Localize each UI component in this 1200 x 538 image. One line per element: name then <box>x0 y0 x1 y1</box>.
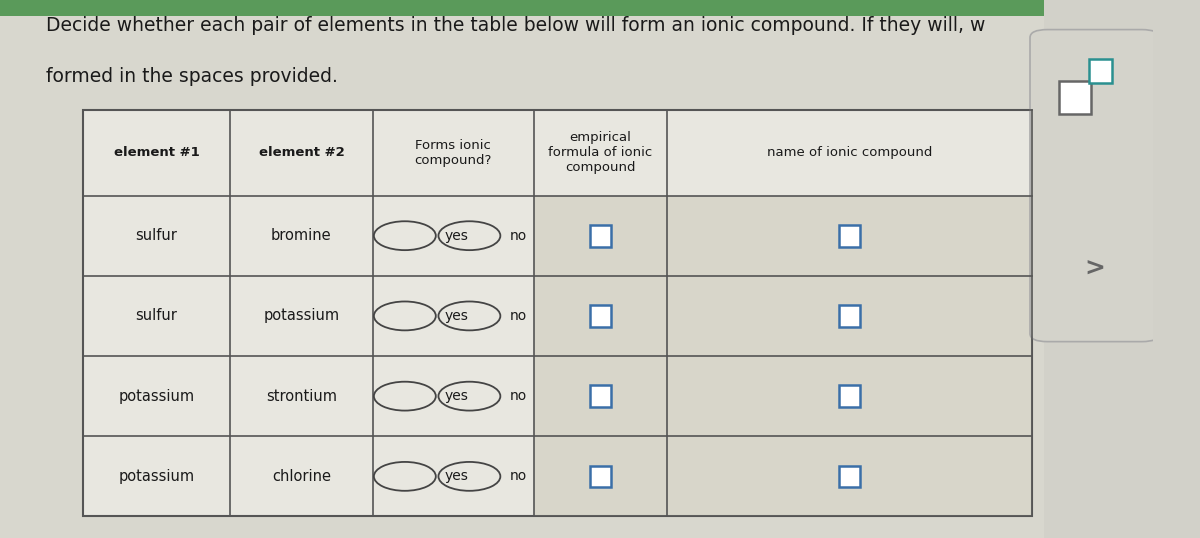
FancyBboxPatch shape <box>1088 59 1112 83</box>
FancyBboxPatch shape <box>590 385 611 407</box>
FancyBboxPatch shape <box>839 385 860 407</box>
Text: name of ionic compound: name of ionic compound <box>767 146 932 159</box>
Text: yes: yes <box>445 229 469 243</box>
FancyBboxPatch shape <box>0 0 1044 16</box>
FancyBboxPatch shape <box>590 465 611 487</box>
FancyBboxPatch shape <box>0 0 1044 538</box>
FancyBboxPatch shape <box>534 276 667 356</box>
FancyBboxPatch shape <box>83 110 1032 516</box>
FancyBboxPatch shape <box>590 305 611 327</box>
Text: strontium: strontium <box>266 388 337 404</box>
FancyBboxPatch shape <box>1058 81 1091 114</box>
Text: Forms ionic
compound?: Forms ionic compound? <box>414 139 492 167</box>
Text: potassium: potassium <box>119 388 194 404</box>
FancyBboxPatch shape <box>667 196 1032 276</box>
Text: no: no <box>510 229 527 243</box>
FancyBboxPatch shape <box>1030 30 1159 342</box>
Text: element #2: element #2 <box>258 146 344 159</box>
FancyBboxPatch shape <box>839 465 860 487</box>
FancyBboxPatch shape <box>590 225 611 246</box>
Text: >: > <box>1084 257 1105 280</box>
FancyBboxPatch shape <box>534 196 667 276</box>
Text: no: no <box>510 309 527 323</box>
Text: sulfur: sulfur <box>136 228 178 243</box>
Text: yes: yes <box>445 469 469 483</box>
Text: Decide whether each pair of elements in the table below will form an ionic compo: Decide whether each pair of elements in … <box>46 16 985 35</box>
FancyBboxPatch shape <box>534 436 667 516</box>
Text: potassium: potassium <box>263 308 340 323</box>
FancyBboxPatch shape <box>839 225 860 246</box>
Text: bromine: bromine <box>271 228 331 243</box>
Text: empirical
formula of ionic
compound: empirical formula of ionic compound <box>548 131 653 174</box>
Text: no: no <box>510 389 527 403</box>
Text: potassium: potassium <box>119 469 194 484</box>
FancyBboxPatch shape <box>839 305 860 327</box>
Text: element #1: element #1 <box>114 146 199 159</box>
FancyBboxPatch shape <box>667 276 1032 356</box>
FancyBboxPatch shape <box>667 356 1032 436</box>
Text: yes: yes <box>445 389 469 403</box>
Text: yes: yes <box>445 309 469 323</box>
Text: chlorine: chlorine <box>272 469 331 484</box>
FancyBboxPatch shape <box>667 436 1032 516</box>
Text: sulfur: sulfur <box>136 308 178 323</box>
Text: formed in the spaces provided.: formed in the spaces provided. <box>46 67 338 86</box>
Text: no: no <box>510 469 527 483</box>
FancyBboxPatch shape <box>534 356 667 436</box>
